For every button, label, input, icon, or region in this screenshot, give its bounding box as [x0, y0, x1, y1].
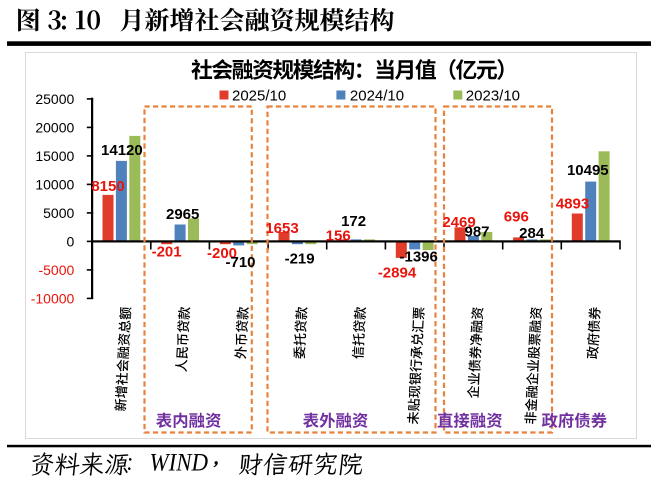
svg-text:4893: 4893 [556, 196, 589, 213]
svg-text:14120: 14120 [101, 142, 143, 159]
svg-text:2025/10: 2025/10 [232, 87, 286, 104]
svg-text:10000: 10000 [35, 177, 74, 193]
svg-text:25000: 25000 [35, 91, 74, 107]
svg-text:172: 172 [341, 213, 366, 230]
svg-text:5000: 5000 [43, 205, 74, 221]
svg-text:WIND: WIND [150, 450, 209, 477]
svg-text:-2894: -2894 [378, 265, 417, 282]
svg-text:-10000: -10000 [31, 291, 75, 307]
svg-text:-710: -710 [225, 254, 255, 271]
svg-text:-5000: -5000 [38, 262, 74, 278]
svg-text:-1396: -1396 [400, 249, 438, 266]
svg-text:-219: -219 [285, 251, 315, 268]
svg-text:-201: -201 [152, 244, 182, 261]
svg-text:8150: 8150 [91, 178, 124, 195]
svg-text:284: 284 [519, 225, 545, 242]
svg-text:-200: -200 [207, 245, 237, 262]
svg-text:156: 156 [326, 227, 351, 244]
svg-text:0: 0 [67, 234, 75, 250]
svg-text:15000: 15000 [35, 148, 74, 164]
svg-text:20000: 20000 [35, 120, 74, 136]
svg-text:987: 987 [464, 223, 489, 240]
svg-text:2023/10: 2023/10 [466, 87, 520, 104]
svg-text:10495: 10495 [567, 162, 609, 179]
svg-text:2024/10: 2024/10 [350, 87, 404, 104]
svg-text:2965: 2965 [166, 206, 199, 223]
svg-text:2469: 2469 [442, 214, 475, 231]
svg-text:1653: 1653 [265, 220, 298, 237]
svg-text:696: 696 [504, 209, 529, 226]
